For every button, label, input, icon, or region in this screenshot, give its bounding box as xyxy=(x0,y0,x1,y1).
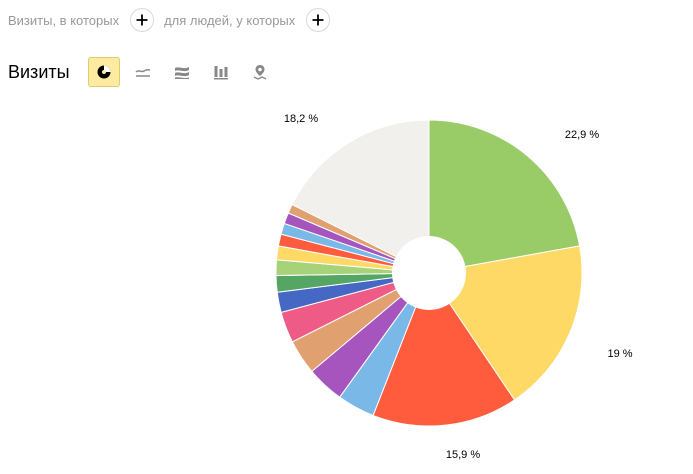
pie-slice[interactable] xyxy=(428,245,583,401)
metric-toolbar: Визиты xyxy=(8,57,283,87)
add-visit-condition-button[interactable] xyxy=(130,8,155,32)
metric-title: Визиты xyxy=(8,61,70,82)
chart-type-bar-button[interactable] xyxy=(205,57,237,87)
line-chart-icon xyxy=(135,69,150,77)
people-filter-label: для людей, у которых xyxy=(164,12,296,28)
chart-type-switcher xyxy=(87,57,283,87)
map-pin-icon xyxy=(253,65,266,80)
bar-chart-icon xyxy=(213,66,228,80)
slice-label: 15,9 % xyxy=(446,449,480,461)
add-people-condition-button[interactable] xyxy=(306,8,331,32)
segment-filter-bar: Визиты, в которых для людей, у которых xyxy=(8,8,331,32)
plus-icon xyxy=(136,14,148,26)
chart-type-area-button[interactable] xyxy=(166,57,198,87)
slice-label: 18,2 % xyxy=(284,113,318,125)
visits-filter-label: Визиты, в которых xyxy=(8,12,120,28)
chart-type-map-button[interactable] xyxy=(244,57,276,87)
chart-type-pie-button[interactable] xyxy=(87,57,120,87)
area-chart-icon xyxy=(174,67,189,79)
pie-slice[interactable] xyxy=(291,119,430,274)
pie-slice[interactable] xyxy=(372,271,516,427)
pie-slice[interactable] xyxy=(428,119,581,274)
pie-chart-icon xyxy=(97,65,111,79)
slice-label: 22,9 % xyxy=(565,129,599,141)
chart-type-line-button[interactable] xyxy=(127,57,159,87)
plus-icon xyxy=(312,14,324,26)
donut-hole xyxy=(392,236,466,310)
slice-label: 19 % xyxy=(607,348,632,360)
